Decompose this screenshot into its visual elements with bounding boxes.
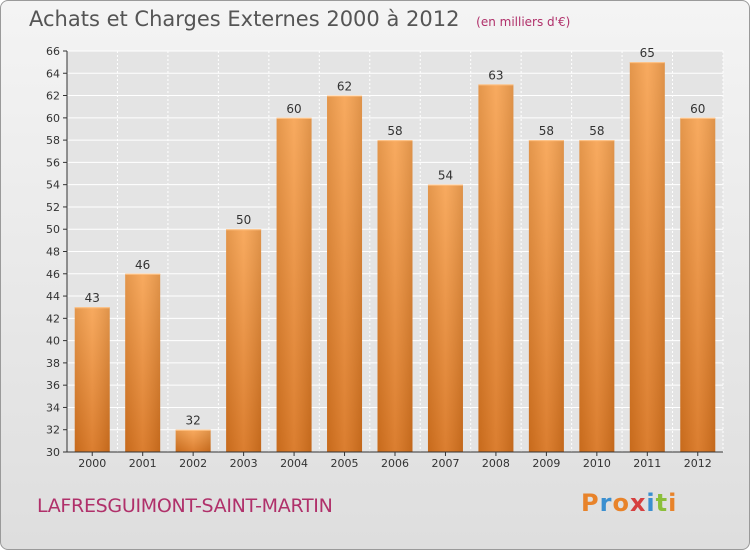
x-tick-label: 2007 bbox=[431, 457, 459, 470]
x-tick-label: 2008 bbox=[482, 457, 510, 470]
bar-shading bbox=[680, 117, 716, 452]
logo-letter: o bbox=[612, 489, 630, 517]
commune-name: LAFRESGUIMONT-SAINT-MARTIN bbox=[37, 495, 333, 517]
y-tick-label: 56 bbox=[46, 156, 60, 169]
x-tick-label: 2001 bbox=[129, 457, 157, 470]
logo-letter: x bbox=[629, 489, 647, 517]
logo-letter: P bbox=[581, 489, 600, 517]
bar-shading bbox=[125, 273, 161, 452]
value-labels: 43 46 32 50 60 62 58 54 63 58 58 65 60 bbox=[85, 46, 706, 428]
x-tick-label: 2000 bbox=[78, 457, 106, 470]
y-tick-label: 54 bbox=[46, 179, 60, 192]
y-tick-label: 58 bbox=[46, 134, 60, 147]
chart-title: Achats et Charges Externes 2000 à 2012 (… bbox=[29, 7, 570, 31]
axes: 30 32 34 36 38 40 42 44 46 48 50 52 54 56 58 60 62 64 66 20… bbox=[46, 45, 723, 470]
y-tick-label: 34 bbox=[46, 401, 60, 414]
x-tick-label: 2003 bbox=[230, 457, 258, 470]
value-label: 65 bbox=[640, 46, 655, 60]
bar-shading bbox=[427, 184, 463, 452]
value-label: 54 bbox=[438, 169, 453, 183]
y-tick-label: 52 bbox=[46, 201, 60, 214]
bars-group bbox=[74, 62, 716, 453]
x-tick-label: 2011 bbox=[633, 457, 661, 470]
value-label: 60 bbox=[286, 102, 301, 116]
title-text: Achats et Charges Externes 2000 à 2012 bbox=[29, 7, 460, 31]
x-tick-label: 2010 bbox=[583, 457, 611, 470]
y-tick-label: 48 bbox=[46, 246, 60, 259]
x-tick-label: 2006 bbox=[381, 457, 409, 470]
y-tick-label: 38 bbox=[46, 357, 60, 370]
bar-shading bbox=[226, 229, 262, 452]
logo-letter: i bbox=[668, 489, 678, 517]
value-label: 46 bbox=[135, 258, 150, 272]
y-tick-label: 46 bbox=[46, 268, 60, 281]
y-tick-label: 36 bbox=[46, 379, 60, 392]
x-tick-label: 2009 bbox=[532, 457, 560, 470]
bar-shading bbox=[478, 84, 514, 453]
value-label: 58 bbox=[539, 124, 554, 138]
value-label: 58 bbox=[589, 124, 604, 138]
bar-shading bbox=[327, 95, 363, 453]
chart-subtitle: (en milliers d'€) bbox=[476, 15, 571, 29]
value-label: 62 bbox=[337, 80, 352, 94]
y-tick-label: 62 bbox=[46, 90, 60, 103]
x-tick-label: 2005 bbox=[331, 457, 359, 470]
y-tick-label: 40 bbox=[46, 335, 60, 348]
x-tick-label: 2004 bbox=[280, 457, 308, 470]
bar-shading bbox=[377, 140, 413, 452]
bar-shading bbox=[629, 62, 665, 453]
logo-letter: i bbox=[646, 489, 656, 517]
y-tick-label: 42 bbox=[46, 312, 60, 325]
x-tick-label: 2012 bbox=[684, 457, 712, 470]
bar-shading bbox=[579, 140, 615, 452]
y-tick-label: 32 bbox=[46, 424, 60, 437]
y-tick-label: 50 bbox=[46, 223, 60, 236]
x-tick-label: 2002 bbox=[179, 457, 207, 470]
proxiti-logo: Proxiti bbox=[581, 489, 677, 517]
bar-shading bbox=[175, 429, 211, 452]
bar-shading bbox=[276, 117, 312, 452]
y-tick-label: 66 bbox=[46, 45, 60, 58]
value-label: 32 bbox=[186, 414, 201, 428]
y-tick-label: 60 bbox=[46, 112, 60, 125]
value-label: 63 bbox=[488, 68, 503, 82]
bar-shading bbox=[74, 307, 110, 452]
y-tick-label: 30 bbox=[46, 446, 60, 459]
value-label: 60 bbox=[690, 102, 705, 116]
value-label: 58 bbox=[387, 124, 402, 138]
value-label: 50 bbox=[236, 213, 251, 227]
bar-shading bbox=[528, 140, 564, 452]
y-tick-label: 44 bbox=[46, 290, 60, 303]
logo-letter: t bbox=[655, 489, 669, 517]
logo-letter: r bbox=[599, 489, 613, 517]
value-label: 43 bbox=[85, 291, 100, 305]
y-tick-label: 64 bbox=[46, 67, 60, 80]
